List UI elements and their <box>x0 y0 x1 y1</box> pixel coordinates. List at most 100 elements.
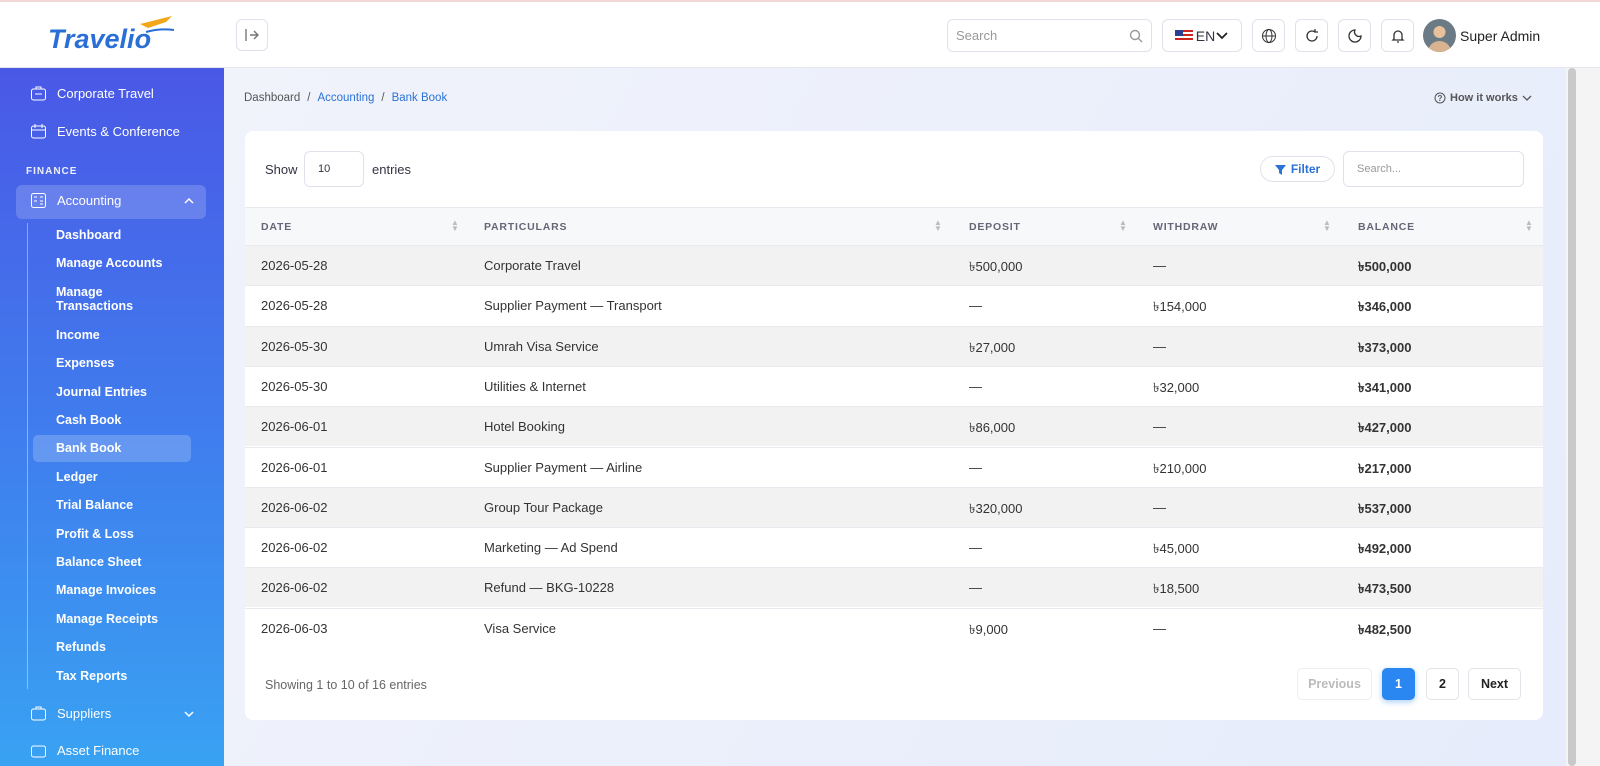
collapse-button[interactable] <box>236 19 268 51</box>
nav-sub-item[interactable]: Manage Transactions <box>56 284 134 313</box>
page-button[interactable]: Previous <box>1297 668 1372 700</box>
search-placeholder: Search... <box>1357 163 1402 175</box>
nav-sub-item[interactable]: Refunds <box>56 640 106 655</box>
table-cell: ৳492,000 <box>1358 541 1412 557</box>
sort-icon[interactable]: ▲ ▼ <box>1323 218 1331 233</box>
help-label: How it works <box>1450 92 1518 104</box>
nav-sub-item[interactable]: Trial Balance <box>56 498 134 513</box>
nav-item[interactable]: Accounting <box>30 192 121 209</box>
table-cell: ৳537,000 <box>1358 500 1412 516</box>
nav-item[interactable]: Corporate Travel <box>30 85 154 102</box>
page-button[interactable]: Next <box>1468 668 1521 700</box>
sort-icon[interactable]: ▲ ▼ <box>451 218 459 233</box>
nav-sub-item[interactable]: Journal Entries <box>56 384 147 399</box>
theme-button[interactable] <box>1338 19 1371 52</box>
svg-text:?: ? <box>1438 94 1443 103</box>
help-link[interactable]: ? How it works <box>1434 92 1532 104</box>
table-search[interactable]: Search... <box>1343 151 1524 187</box>
nav-sub-item[interactable]: Manage Accounts <box>56 256 163 271</box>
table-cell: Visa Service <box>484 620 557 636</box>
table-cell: 2026-05-30 <box>261 338 328 354</box>
breadcrumb-item[interactable]: Dashboard <box>244 92 301 104</box>
nav-sub-item[interactable]: Income <box>56 327 100 342</box>
column-header[interactable]: BALANCE <box>1358 221 1415 233</box>
notification-button[interactable] <box>1381 19 1414 52</box>
language: EN <box>1195 27 1216 44</box>
nav-item[interactable]: Asset Finance <box>30 742 139 759</box>
nav-item[interactable]: Events & Conference <box>30 123 180 140</box>
table-cell: Corporate Travel <box>484 258 581 273</box>
table-cell: 2026-06-02 <box>261 540 328 556</box>
sort-icon[interactable]: ▲ ▼ <box>1119 218 1127 233</box>
table-header: DATE ▲ ▼ PARTICULARS ▲ ▼ DEPOSIT ▲ ▼ WITHDRAW ▲ ▼ BA… <box>245 207 1543 245</box>
table-cell: 2026-06-01 <box>261 419 328 435</box>
page-button[interactable]: 1 <box>1382 668 1415 700</box>
table-summary: Showing 1 to 10 of 16 entries <box>265 678 427 692</box>
table-cell: — <box>1153 499 1166 515</box>
table-cell: ৳154,000 <box>1153 299 1207 315</box>
nav-sub-active[interactable] <box>33 435 191 463</box>
user-name[interactable]: Super Admin <box>1460 28 1541 44</box>
table-cell: — <box>1153 620 1166 636</box>
table-cell: ৳320,000 <box>969 500 1023 516</box>
table-cell: — <box>969 580 982 596</box>
table-cell: ৳427,000 <box>1358 420 1412 436</box>
table-row: 2026-06-01 Supplier Payment — Airline — ৳21… <box>245 446 1543 487</box>
page-size-select[interactable]: 10 <box>304 151 364 187</box>
nav-label: Accounting <box>57 193 122 208</box>
show-label: Show <box>265 162 298 177</box>
nav-sub-item[interactable]: Expenses <box>56 356 115 371</box>
table-cell: Group Tour Package <box>484 499 603 515</box>
table-cell: Utilities & Internet <box>484 378 586 394</box>
table-cell: 2026-06-01 <box>261 459 328 475</box>
nav-sub-item[interactable]: Cash Book <box>56 413 122 427</box>
table-cell: — <box>1153 338 1166 354</box>
table-row: 2026-05-30 Umrah Visa Service ৳27,000 — ৳373… <box>245 325 1543 366</box>
search-box[interactable]: Search <box>947 19 1152 52</box>
table-cell: 2026-05-30 <box>261 378 328 394</box>
sidebar: Corporate Travel Events & Conference FIN… <box>0 68 224 766</box>
table-cell: 2026-05-28 <box>261 298 328 314</box>
table-cell: 2026-06-02 <box>261 580 328 596</box>
page-button[interactable]: 2 <box>1426 668 1459 700</box>
logo: Travelio <box>48 16 175 54</box>
nav-group-active[interactable] <box>16 185 206 219</box>
column-header[interactable]: WITHDRAW <box>1153 221 1219 233</box>
nav-sub-item[interactable]: Tax Reports <box>56 668 128 683</box>
filter-label: Filter <box>1290 162 1321 176</box>
table-cell: Umrah Visa Service <box>484 338 599 354</box>
column-header[interactable]: PARTICULARS <box>484 221 568 233</box>
column-header[interactable]: DEPOSIT <box>969 221 1021 233</box>
sort-icon[interactable]: ▲ ▼ <box>934 218 942 233</box>
table-cell: — <box>969 459 982 475</box>
table-cell: 2026-06-03 <box>261 620 328 636</box>
table-row: 2026-05-30 Utilities & Internet — ৳32,000 ৳3… <box>245 365 1543 406</box>
nav-sub-item[interactable]: Profit & Loss <box>56 526 134 541</box>
table-cell: — <box>1153 419 1166 435</box>
refresh-button[interactable] <box>1295 19 1328 52</box>
sort-icon[interactable]: ▲ ▼ <box>1525 218 1533 233</box>
filter-button[interactable]: Filter <box>1260 156 1335 182</box>
scrollbar[interactable] <box>1566 68 1600 766</box>
breadcrumb: Dashboard / Accounting / Bank Book <box>244 92 448 104</box>
brand: Travelio <box>48 24 151 54</box>
avatar[interactable] <box>1423 19 1456 52</box>
column-header[interactable]: DATE <box>261 221 293 233</box>
nav-item[interactable]: Suppliers <box>30 705 111 722</box>
nav-sub-item[interactable]: Dashboard <box>56 228 122 242</box>
nav-sub-item[interactable]: Balance Sheet <box>56 555 142 569</box>
nav-sub-item[interactable]: Manage Invoices <box>56 583 157 598</box>
language-select[interactable]: EN <box>1162 19 1242 52</box>
table-cell: 2026-05-28 <box>261 258 328 273</box>
nav-sub-item[interactable]: Manage Receipts <box>56 611 159 626</box>
breadcrumb-item[interactable]: Bank Book <box>391 92 448 104</box>
table-cell: ৳500,000 <box>969 259 1023 274</box>
nav-sub-item[interactable]: Ledger <box>56 469 98 484</box>
globe-button[interactable] <box>1252 19 1285 52</box>
nav-label: Corporate Travel <box>57 86 154 101</box>
table-cell: ৳500,000 <box>1358 259 1412 274</box>
table-cell: Supplier Payment — Transport <box>484 298 662 314</box>
breadcrumb-item[interactable]: Accounting <box>317 92 375 104</box>
nav-sub-item[interactable]: Bank Book <box>56 441 122 456</box>
